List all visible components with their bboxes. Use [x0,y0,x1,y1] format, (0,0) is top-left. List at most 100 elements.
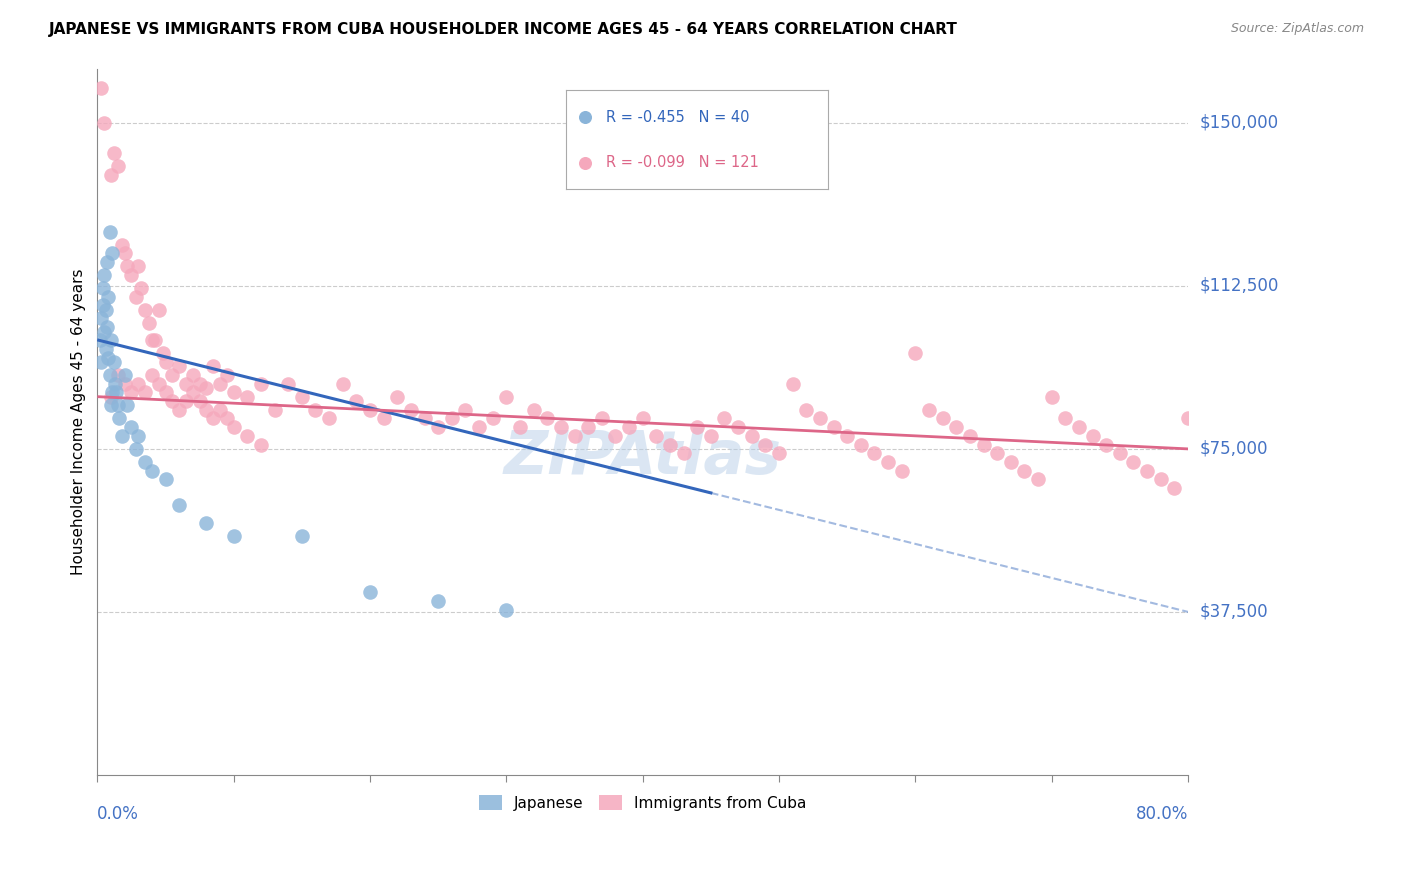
Point [495,390,517,404]
Point [332,376,354,391]
Point [127,376,149,391]
Point [129,281,152,295]
Point [162,394,184,409]
Point [304,402,326,417]
Point [387,390,409,404]
Point [318,411,340,425]
Point [90,81,112,95]
Point [1177,411,1199,425]
Point [904,346,927,360]
Point [134,455,156,469]
Point [263,402,285,417]
Point [973,437,995,451]
Point [124,442,146,456]
Point [959,429,981,443]
Point [215,368,238,382]
Point [181,385,204,400]
Point [564,429,586,443]
Point [236,429,259,443]
Point [550,420,572,434]
Point [103,355,125,369]
Point [107,159,129,173]
Point [427,594,450,608]
Point [863,446,886,460]
Point [945,420,967,434]
Point [918,402,941,417]
Point [114,368,136,382]
Point [94,342,117,356]
Point [849,437,872,451]
Point [250,376,273,391]
Point [167,359,190,374]
Point [1067,420,1090,434]
Point [155,472,177,486]
Text: Source: ZipAtlas.com: Source: ZipAtlas.com [1230,22,1364,36]
Point [195,516,218,530]
Point [91,298,114,312]
Point [167,499,190,513]
Text: 0.0%: 0.0% [97,805,139,823]
Point [672,446,695,460]
Point [727,420,749,434]
Point [97,290,120,304]
Point [97,37,120,52]
Point [120,268,142,282]
Point [536,411,558,425]
Point [100,168,122,182]
Point [114,246,136,260]
Point [700,429,723,443]
Point [215,411,238,425]
Text: ZIPAtlas: ZIPAtlas [503,427,782,486]
Point [617,420,640,434]
Point [174,394,197,409]
Point [291,390,314,404]
Point [167,402,190,417]
Point [222,529,245,543]
Point [1000,455,1022,469]
Point [250,437,273,451]
Point [399,402,422,417]
Point [107,368,129,382]
Y-axis label: Householder Income Ages 45 - 64 years: Householder Income Ages 45 - 64 years [72,268,86,575]
Text: 80.0%: 80.0% [1136,805,1188,823]
Point [1081,429,1104,443]
Point [1163,481,1185,495]
Point [782,376,804,391]
Text: $75,000: $75,000 [1199,440,1268,458]
Point [101,246,124,260]
Point [631,411,654,425]
Point [808,411,831,425]
Point [188,394,211,409]
Point [93,268,115,282]
Text: $37,500: $37,500 [1199,603,1268,621]
Point [103,146,125,161]
Point [120,420,142,434]
Point [837,429,859,443]
Point [117,399,139,413]
Point [291,529,314,543]
Point [454,402,477,417]
Point [148,302,170,317]
Point [97,351,120,365]
Point [209,402,232,417]
Point [468,420,491,434]
Point [101,385,124,400]
Point [209,376,232,391]
Point [143,333,166,347]
Point [794,402,817,417]
Text: JAPANESE VS IMMIGRANTS FROM CUBA HOUSEHOLDER INCOME AGES 45 - 64 YEARS CORRELATI: JAPANESE VS IMMIGRANTS FROM CUBA HOUSEHO… [49,22,957,37]
Point [713,411,735,425]
Point [107,399,129,413]
Point [605,429,627,443]
Point [141,464,163,478]
Point [1122,455,1144,469]
Point [427,420,450,434]
Point [120,385,142,400]
Point [413,411,436,425]
Point [162,368,184,382]
Point [98,225,121,239]
Point [100,390,122,404]
Point [138,316,160,330]
Point [754,437,776,451]
Point [127,260,149,274]
